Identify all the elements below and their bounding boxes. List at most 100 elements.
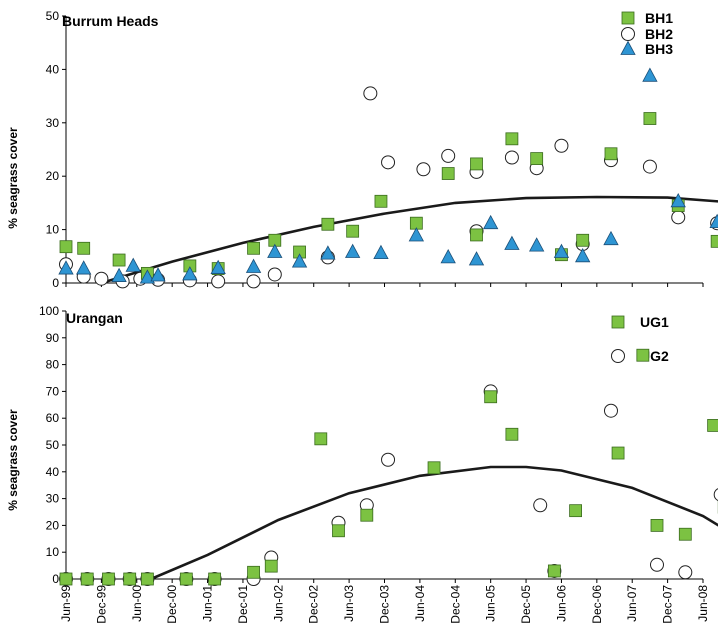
data-point-ug1	[208, 572, 222, 586]
x-tick-label: Dec-04	[448, 585, 462, 624]
data-point-ug1	[678, 527, 692, 541]
data-point-ug1	[332, 524, 345, 538]
data-point-bh2	[671, 210, 686, 225]
data-point-bh1	[604, 147, 618, 161]
data-point-bh3	[504, 235, 520, 250]
data-point-bh1	[505, 132, 519, 146]
y-tick-label-top: 50	[46, 9, 60, 23]
data-point-ug1	[140, 572, 154, 586]
y-tick-label-top: 0	[52, 276, 59, 290]
data-point-bh3	[210, 259, 226, 274]
x-tick-label: Dec-99	[94, 585, 108, 624]
data-point-ug1	[650, 519, 664, 532]
data-point-bh3	[76, 260, 92, 275]
data-point-ug2	[381, 452, 396, 467]
y-tick-label-bottom: 70	[46, 384, 60, 398]
data-point-ug1	[102, 572, 115, 586]
data-point-bh3	[468, 251, 485, 266]
data-point-bh2	[416, 162, 431, 177]
legend-label-bh3: BH3	[645, 41, 673, 57]
data-point-ug1	[547, 564, 561, 578]
data-point-bh3	[482, 214, 499, 230]
data-point-bh1	[576, 233, 590, 247]
legend-label-ug1: UG1	[640, 314, 669, 330]
data-point-bh3	[709, 213, 718, 229]
panel-burrum-heads: Burrum Heads % seagrass cover BH1BH2BH3 …	[6, 9, 718, 290]
data-point-bh1	[321, 217, 335, 231]
data-point-ug1	[427, 461, 441, 475]
x-tick-label: Jun-02	[271, 585, 285, 622]
data-point-bh3	[245, 258, 262, 273]
data-point-bh3	[125, 257, 141, 272]
data-point-bh3	[111, 267, 127, 282]
data-point-bh2	[381, 155, 396, 170]
legend-marker-ug1	[611, 315, 625, 329]
data-point-bh3	[58, 260, 74, 275]
data-point-bh3	[373, 244, 389, 259]
y-tick-label-bottom: 20	[46, 518, 60, 532]
data-point-bh2	[246, 274, 261, 289]
data-point-ug1	[569, 504, 582, 518]
data-point-ug1	[360, 508, 374, 522]
x-tick-label: Jun-99	[59, 585, 73, 622]
data-point-ug1	[264, 559, 278, 573]
data-point-bh2	[363, 86, 378, 101]
y-axis-label-top: % seagrass cover	[6, 127, 20, 229]
data-point-ug1	[179, 572, 193, 586]
data-point-ug1	[59, 572, 73, 586]
data-point-bh3	[642, 67, 658, 82]
data-point-bh1	[374, 194, 388, 208]
data-point-bh3	[670, 192, 686, 208]
data-point-ug1	[707, 419, 718, 432]
data-point-ug1	[314, 432, 328, 446]
x-tick-label: Dec-06	[590, 585, 604, 624]
x-tick-label: Dec-07	[661, 585, 675, 624]
data-point-bh3	[553, 243, 570, 258]
data-point-bh2	[441, 148, 456, 163]
trend-line-top	[101, 195, 718, 285]
data-point-bh3	[440, 249, 456, 264]
data-point-bh1	[710, 234, 718, 248]
data-point-bh1	[470, 157, 483, 171]
data-point-bh3	[139, 269, 156, 284]
data-point-bh2	[267, 267, 282, 282]
x-tick-label: Jun-03	[342, 585, 356, 622]
data-point-bh3	[408, 227, 425, 242]
data-point-ug1	[247, 565, 260, 579]
data-point-bh1	[346, 224, 360, 238]
x-tick-label: Dec-05	[519, 585, 533, 624]
panel-title-burrum-heads: Burrum Heads	[62, 13, 159, 29]
data-point-bh2	[504, 150, 519, 165]
y-tick-label-bottom: 60	[46, 411, 60, 425]
data-point-ug1	[123, 572, 137, 586]
data-point-bh3	[575, 247, 591, 263]
x-tick-label: Jun-01	[201, 585, 215, 622]
y-tick-label-bottom: 30	[46, 492, 60, 506]
data-point-bh1	[470, 228, 483, 242]
data-point-bh1	[112, 253, 126, 267]
x-tick-label: Jun-05	[484, 585, 498, 622]
data-point-bh3	[291, 253, 308, 268]
data-point-bh3	[320, 245, 336, 260]
x-tick-label: Dec-03	[378, 585, 392, 624]
data-point-bh3	[182, 266, 198, 281]
data-point-ug1	[636, 348, 650, 362]
data-point-ug2	[649, 557, 664, 572]
x-tick-label: Jun-06	[554, 585, 568, 622]
data-point-ug1	[611, 446, 625, 460]
data-point-ug1	[484, 390, 498, 404]
legend-marker-bh2	[621, 27, 635, 41]
y-axis-label-bottom: % seagrass cover	[6, 409, 20, 511]
data-point-ug1	[505, 427, 519, 441]
x-tick-label: Jun-04	[413, 585, 427, 622]
y-tick-label-bottom: 10	[46, 545, 60, 559]
x-tick-label: Dec-00	[165, 585, 179, 624]
data-point-bh3	[267, 243, 283, 258]
y-tick-label-bottom: 0	[52, 572, 59, 586]
x-tick-label: Dec-02	[307, 585, 321, 624]
data-point-ug2	[713, 488, 718, 502]
